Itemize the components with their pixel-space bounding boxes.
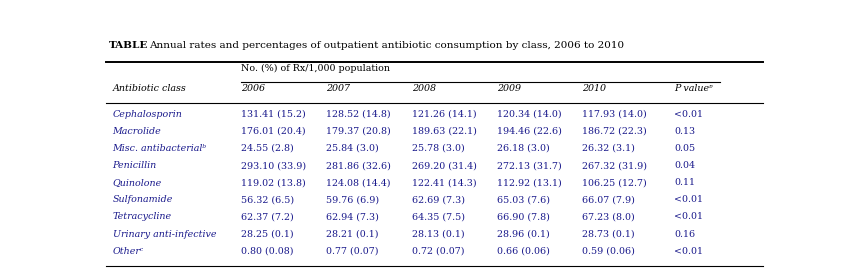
Text: <0.01: <0.01 — [674, 247, 704, 256]
Text: 117.93 (14.0): 117.93 (14.0) — [583, 110, 647, 119]
Text: Macrolide: Macrolide — [113, 127, 161, 136]
Text: 293.10 (33.9): 293.10 (33.9) — [241, 161, 306, 170]
Text: 0.80 (0.08): 0.80 (0.08) — [241, 247, 293, 256]
Text: 62.37 (7.2): 62.37 (7.2) — [241, 212, 293, 221]
Text: 281.86 (32.6): 281.86 (32.6) — [326, 161, 391, 170]
Text: 28.73 (0.1): 28.73 (0.1) — [583, 230, 635, 238]
Text: 28.13 (0.1): 28.13 (0.1) — [411, 230, 464, 238]
Text: 179.37 (20.8): 179.37 (20.8) — [326, 127, 391, 136]
Text: 2006: 2006 — [241, 84, 265, 93]
Text: 2008: 2008 — [411, 84, 436, 93]
Text: <0.01: <0.01 — [674, 110, 704, 119]
Text: No. (%) of Rx/1,000 population: No. (%) of Rx/1,000 population — [241, 64, 390, 73]
Text: 124.08 (14.4): 124.08 (14.4) — [326, 178, 391, 187]
Text: 269.20 (31.4): 269.20 (31.4) — [411, 161, 477, 170]
Text: 65.03 (7.6): 65.03 (7.6) — [497, 195, 550, 204]
Text: Annual rates and percentages of outpatient antibiotic consumption by class, 2006: Annual rates and percentages of outpatie… — [148, 41, 624, 50]
Text: 62.69 (7.3): 62.69 (7.3) — [411, 195, 465, 204]
Text: 2009: 2009 — [497, 84, 521, 93]
Text: Quinolone: Quinolone — [113, 178, 162, 187]
Text: Otherᶜ: Otherᶜ — [113, 247, 144, 256]
Text: 2007: 2007 — [326, 84, 350, 93]
Text: 25.84 (3.0): 25.84 (3.0) — [326, 144, 379, 153]
Text: 0.66 (0.06): 0.66 (0.06) — [497, 247, 550, 256]
Text: Misc. antibacterialᵇ: Misc. antibacterialᵇ — [113, 144, 207, 153]
Text: 176.01 (20.4): 176.01 (20.4) — [241, 127, 305, 136]
Text: 66.90 (7.8): 66.90 (7.8) — [497, 212, 550, 221]
Text: 0.05: 0.05 — [674, 144, 695, 153]
Text: 0.59 (0.06): 0.59 (0.06) — [583, 247, 635, 256]
Text: 120.34 (14.0): 120.34 (14.0) — [497, 110, 561, 119]
Text: 66.07 (7.9): 66.07 (7.9) — [583, 195, 635, 204]
Text: 59.76 (6.9): 59.76 (6.9) — [326, 195, 379, 204]
Text: 62.94 (7.3): 62.94 (7.3) — [326, 212, 379, 221]
Text: 2010: 2010 — [583, 84, 606, 93]
Text: 64.35 (7.5): 64.35 (7.5) — [411, 212, 465, 221]
Text: 25.78 (3.0): 25.78 (3.0) — [411, 144, 465, 153]
Text: 119.02 (13.8): 119.02 (13.8) — [241, 178, 305, 187]
Text: 0.13: 0.13 — [674, 127, 695, 136]
Text: Urinary anti-infective: Urinary anti-infective — [113, 230, 216, 238]
Text: 106.25 (12.7): 106.25 (12.7) — [583, 178, 647, 187]
Text: 26.32 (3.1): 26.32 (3.1) — [583, 144, 635, 153]
Text: 186.72 (22.3): 186.72 (22.3) — [583, 127, 647, 136]
Text: TABLE: TABLE — [109, 41, 148, 50]
Text: 67.23 (8.0): 67.23 (8.0) — [583, 212, 635, 221]
Text: Tetracycline: Tetracycline — [113, 212, 171, 221]
Text: 0.72 (0.07): 0.72 (0.07) — [411, 247, 464, 256]
Text: 112.92 (13.1): 112.92 (13.1) — [497, 178, 561, 187]
Text: 128.52 (14.8): 128.52 (14.8) — [326, 110, 391, 119]
Text: 26.18 (3.0): 26.18 (3.0) — [497, 144, 550, 153]
Text: Cephalosporin: Cephalosporin — [113, 110, 182, 119]
Text: 56.32 (6.5): 56.32 (6.5) — [241, 195, 294, 204]
Text: 122.41 (14.3): 122.41 (14.3) — [411, 178, 477, 187]
Text: 0.16: 0.16 — [674, 230, 695, 238]
Text: 121.26 (14.1): 121.26 (14.1) — [411, 110, 477, 119]
Text: P valueᵄ: P valueᵄ — [674, 84, 713, 93]
Text: 267.32 (31.9): 267.32 (31.9) — [583, 161, 648, 170]
Text: 189.63 (22.1): 189.63 (22.1) — [411, 127, 477, 136]
Text: Penicillin: Penicillin — [113, 161, 157, 170]
Text: <0.01: <0.01 — [674, 212, 704, 221]
Text: 0.77 (0.07): 0.77 (0.07) — [326, 247, 379, 256]
Text: Antibiotic class: Antibiotic class — [113, 84, 187, 93]
Text: 28.21 (0.1): 28.21 (0.1) — [326, 230, 379, 238]
Text: 131.41 (15.2): 131.41 (15.2) — [241, 110, 305, 119]
Text: 0.04: 0.04 — [674, 161, 695, 170]
Text: 28.25 (0.1): 28.25 (0.1) — [241, 230, 293, 238]
Text: 28.96 (0.1): 28.96 (0.1) — [497, 230, 550, 238]
Text: 194.46 (22.6): 194.46 (22.6) — [497, 127, 562, 136]
Text: 24.55 (2.8): 24.55 (2.8) — [241, 144, 293, 153]
Text: 0.11: 0.11 — [674, 178, 695, 187]
Text: <0.01: <0.01 — [674, 195, 704, 204]
Text: Sulfonamide: Sulfonamide — [113, 195, 173, 204]
Text: 272.13 (31.7): 272.13 (31.7) — [497, 161, 561, 170]
